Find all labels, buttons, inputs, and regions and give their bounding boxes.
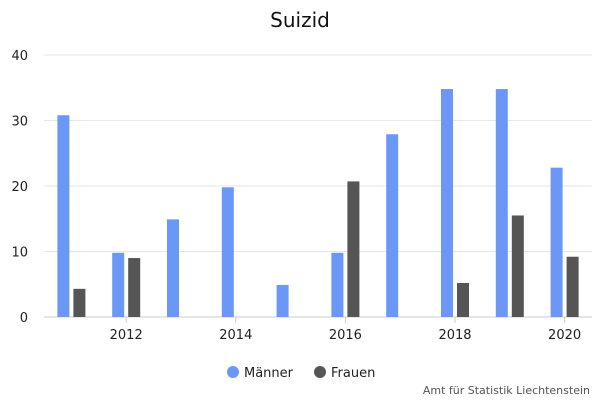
bars bbox=[57, 89, 579, 317]
bar bbox=[566, 256, 579, 317]
bar bbox=[495, 89, 508, 317]
legend-item-1: Männer bbox=[227, 366, 294, 381]
grid-lines bbox=[44, 54, 592, 318]
bar bbox=[128, 258, 141, 317]
bar bbox=[441, 89, 453, 317]
bar bbox=[57, 115, 70, 317]
x-tick-label: 2012 bbox=[110, 328, 143, 343]
legend-marker bbox=[227, 366, 239, 378]
y-tick-label: 30 bbox=[11, 115, 28, 130]
x-axis-tick-labels: 2012 2014 2016 2018 2020 bbox=[110, 317, 581, 343]
bar bbox=[331, 252, 344, 317]
series-2 bbox=[73, 181, 579, 317]
bar bbox=[167, 219, 179, 317]
bar bbox=[550, 167, 563, 317]
y-tick-label: 20 bbox=[11, 180, 28, 195]
bar bbox=[347, 181, 360, 317]
bar bbox=[73, 288, 86, 317]
y-axis-tick-labels: 0 10 20 30 40 bbox=[11, 49, 28, 326]
x-tick-label: 2014 bbox=[219, 328, 252, 343]
legend-label: Männer bbox=[244, 366, 294, 381]
legend-item-2: Frauen bbox=[314, 366, 375, 381]
bar bbox=[457, 282, 469, 317]
x-tick-label: 2018 bbox=[438, 328, 471, 343]
series-1 bbox=[57, 89, 563, 317]
y-tick-label: 10 bbox=[11, 246, 28, 261]
bar bbox=[511, 215, 524, 317]
bar bbox=[221, 187, 234, 317]
x-tick-label: 2016 bbox=[329, 328, 362, 343]
x-tick-label: 2020 bbox=[548, 328, 581, 343]
bar bbox=[276, 284, 289, 317]
bar bbox=[386, 134, 399, 317]
legend-marker bbox=[314, 366, 326, 378]
chart-title: Suizid bbox=[270, 8, 330, 32]
bar bbox=[112, 252, 125, 317]
legend: Männer Frauen bbox=[227, 366, 375, 381]
legend-label: Frauen bbox=[331, 366, 375, 381]
y-tick-label: 40 bbox=[11, 49, 28, 64]
credit-text: Amt für Statistik Liechtenstein bbox=[423, 384, 590, 397]
y-tick-label: 0 bbox=[20, 311, 28, 326]
